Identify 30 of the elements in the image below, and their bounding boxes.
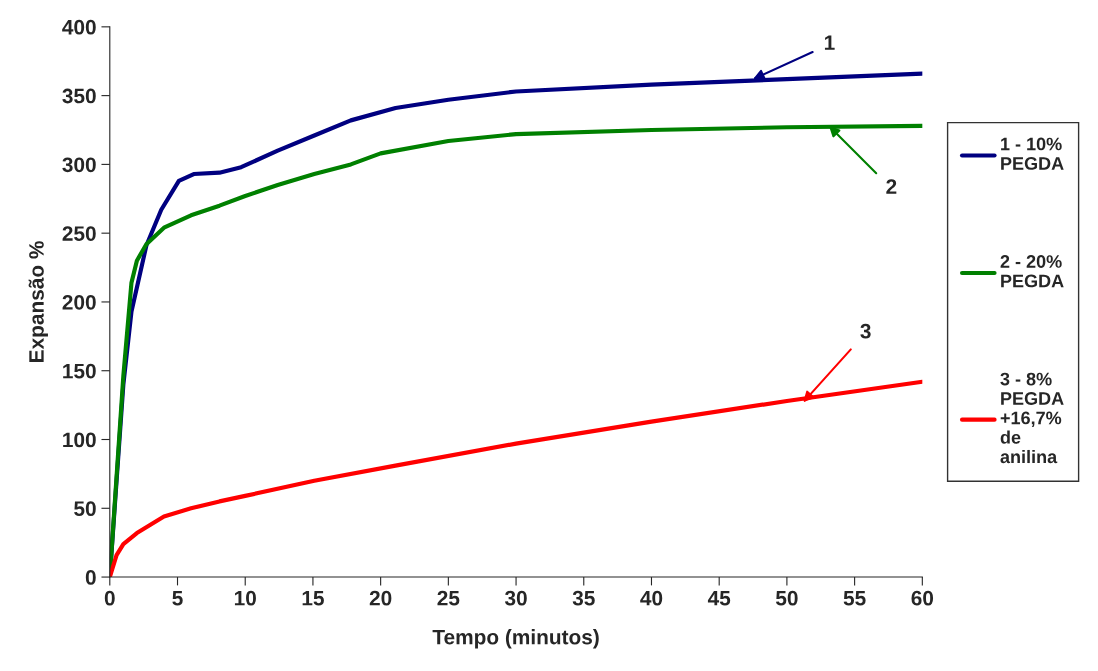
- y-tick-label: 0: [85, 570, 96, 585]
- x-tick-label: 20: [369, 590, 392, 606]
- x-tick-label: 50: [775, 590, 798, 606]
- y-tick-label: 100: [63, 432, 96, 448]
- x-tick-label: 55: [843, 591, 866, 606]
- x-tick-label: 25: [437, 590, 460, 606]
- x-tick-label: 0: [104, 590, 115, 606]
- y-tick-label: 200: [62, 294, 96, 310]
- annotation: 1: [824, 35, 835, 50]
- x-tick-label: 35: [572, 590, 595, 606]
- y-tick-label: 300: [62, 157, 96, 173]
- x-tick-label: 60: [911, 590, 934, 606]
- legend-label: 1 - 10% PEGDA: [1001, 137, 1064, 170]
- x-tick-label: 30: [504, 590, 527, 606]
- annotation: 2: [886, 179, 897, 194]
- legend-label: 2 - 20% PEGDA: [1000, 255, 1064, 288]
- y-tick-label: 350: [62, 88, 96, 104]
- y-tick-label: 250: [62, 226, 96, 241]
- y-tick-label: 400: [62, 19, 96, 35]
- legend-label: 3 - 8% PEGDA +16,7% de anilina: [1000, 372, 1064, 464]
- x-tick-label: 45: [707, 591, 731, 606]
- x-tick-label: 40: [640, 590, 663, 606]
- x-tick-label: 15: [302, 591, 324, 606]
- x-axis-title: Tempo (minutos): [432, 629, 599, 649]
- y-tick-label: 150: [63, 363, 96, 379]
- y-axis-title: Expansão %: [28, 241, 48, 362]
- x-tick-label: 5: [172, 591, 183, 606]
- x-tick-label: 10: [234, 590, 256, 606]
- annotation: 3: [860, 323, 871, 339]
- y-tick-label: 50: [74, 501, 96, 517]
